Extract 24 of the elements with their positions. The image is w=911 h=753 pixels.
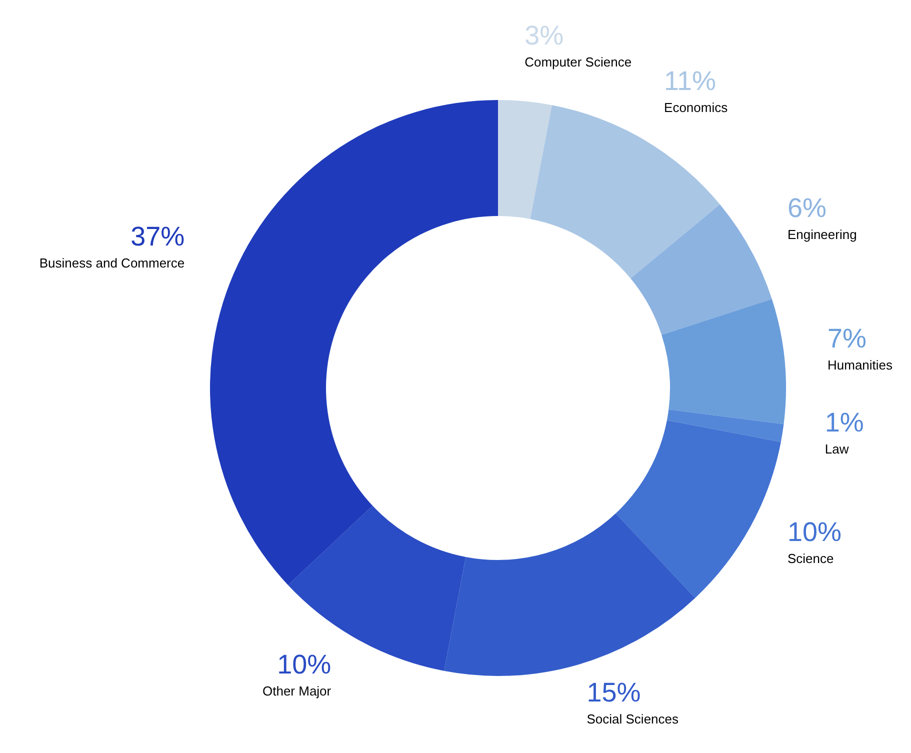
- donut-slice: [616, 420, 781, 598]
- data-label: 37%: [130, 222, 185, 252]
- data-label: 6%: [787, 193, 826, 224]
- slice-label: Engineering: [787, 227, 857, 242]
- donut-slice: [444, 513, 696, 676]
- data-label: 11%: [664, 66, 716, 96]
- donut-slice: [662, 299, 786, 424]
- slice-label: Other Major: [262, 683, 332, 698]
- donut-slice: [498, 100, 552, 220]
- data-label: 10%: [787, 516, 842, 547]
- data-label: 1%: [824, 408, 864, 438]
- slice-label: Science: [787, 550, 834, 566]
- slice-label: Economics: [664, 100, 728, 115]
- data-label: 15%: [586, 678, 641, 708]
- slice-label: Humanities: [828, 357, 894, 372]
- slice-label: Business and Commerce: [39, 256, 185, 271]
- slice-label: Social Sciences: [586, 712, 680, 727]
- data-label: 7%: [828, 323, 867, 354]
- donut-slice: [630, 204, 772, 335]
- slice-label: Law: [824, 442, 850, 457]
- slice-label: Computer Science: [524, 54, 632, 70]
- donut-slice: [666, 410, 784, 442]
- donut-slice: [210, 100, 498, 586]
- data-label: 10%: [277, 649, 332, 680]
